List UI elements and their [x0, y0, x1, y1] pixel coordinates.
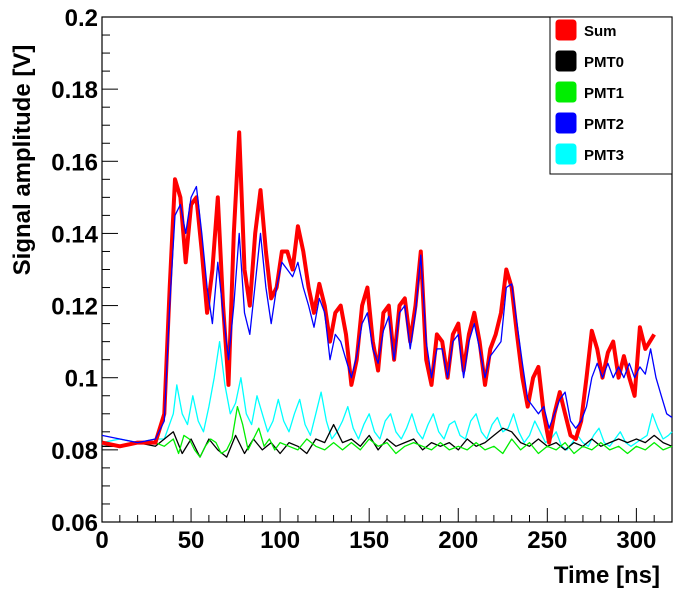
y-tick-label: 0.18 [51, 77, 98, 104]
legend-label-pmt1: PMT1 [584, 85, 624, 102]
legend-swatch-sum [555, 19, 577, 41]
legend-label-pmt3: PMT3 [584, 147, 624, 164]
y-tick-label: 0.1 [65, 366, 98, 393]
y-tick-label: 0.12 [51, 294, 98, 321]
legend-swatch-pmt3 [555, 143, 577, 165]
legend-label-pmt0: PMT0 [584, 54, 624, 71]
series-line-pmt1 [101, 405, 673, 458]
y-tick-label: 0.16 [51, 149, 98, 176]
x-tick-label: 50 [178, 527, 205, 554]
legend-label-pmt2: PMT2 [584, 116, 624, 133]
y-tick-label: 0.08 [51, 438, 98, 465]
legend-swatch-pmt1 [555, 81, 577, 103]
y-tick-label: 0.06 [51, 510, 98, 537]
x-tick-label: 200 [438, 527, 478, 554]
x-tick-label: 300 [616, 527, 656, 554]
series-layer [101, 130, 673, 458]
series-line-pmt2 [101, 185, 673, 444]
x-tick-label: 250 [527, 527, 567, 554]
x-tick-label: 0 [95, 527, 108, 554]
legend: Sum PMT0 PMT1 PMT2 PMT3 [549, 16, 673, 175]
y-tick-label: 0.14 [51, 221, 98, 248]
legend-label-sum: Sum [584, 23, 617, 40]
y-axis-title: Signal amplitude [V] [9, 45, 36, 276]
y-tick-label: 0.2 [65, 5, 98, 32]
x-tick-label: 150 [349, 527, 389, 554]
x-tick-label: 100 [260, 527, 300, 554]
legend-swatch-pmt2 [555, 112, 577, 134]
legend-swatch-pmt0 [555, 50, 577, 72]
x-axis-title: Time [ns] [554, 562, 660, 589]
ticks-layer: 0 50 100 150 200 250 300 0.06 0.08 0.1 0.12 0.14 0.1… [51, 5, 673, 554]
legend-entries: Sum PMT0 PMT1 PMT2 PMT3 [555, 19, 624, 165]
